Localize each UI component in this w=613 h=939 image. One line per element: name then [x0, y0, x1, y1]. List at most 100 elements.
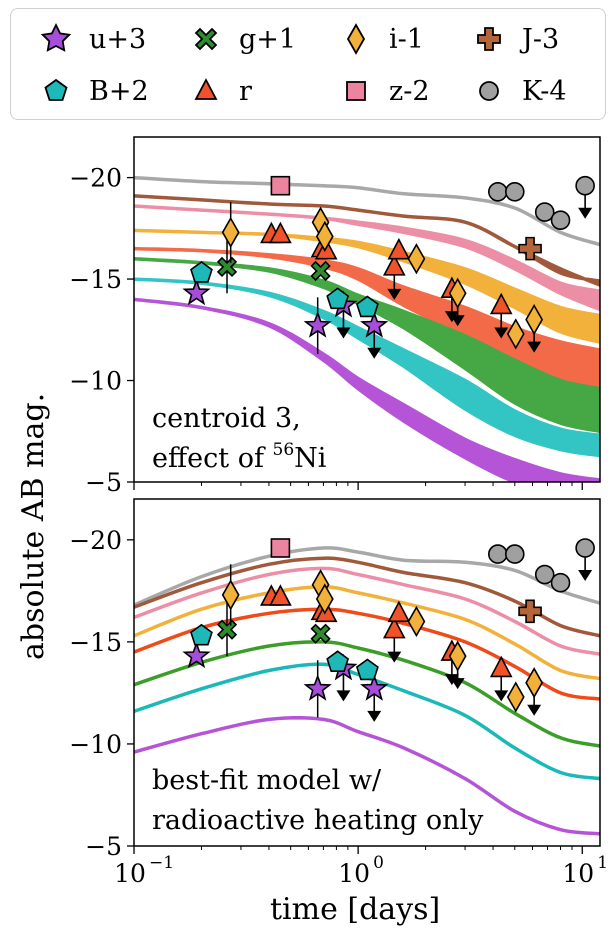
model-curve-B+2 [134, 277, 600, 458]
pentagon-marker [355, 295, 379, 318]
data-point-B+2 [190, 261, 213, 283]
diamond-marker [315, 583, 334, 615]
annotation-line-1: best-fit model w/ [152, 765, 382, 796]
x-marker [310, 260, 331, 282]
model-curve-J-3 [134, 194, 600, 287]
data-point-u+3 [303, 660, 332, 718]
triangle-marker [382, 616, 406, 639]
data-point-i-1 [448, 640, 467, 690]
x-tick-exponent: 0 [373, 853, 384, 873]
data-point-B+2 [326, 650, 350, 673]
star-marker [182, 278, 211, 306]
legend-label: B+2 [89, 75, 149, 107]
star-marker [303, 673, 332, 701]
triangle-marker [489, 655, 513, 678]
legend-entry-r: r [189, 71, 252, 111]
model-curve-K-4 [134, 546, 600, 607]
data-point-z-2 [270, 538, 291, 558]
pentagon-marker [190, 623, 213, 646]
data-point-i-1 [506, 681, 525, 713]
data-point-J-3 [518, 599, 542, 624]
data-point-i-1 [448, 277, 467, 327]
data-point-B+2 [326, 287, 350, 310]
circle-marker [575, 175, 595, 196]
data-point-i-1 [525, 667, 544, 716]
diamond-marker-icon [346, 23, 366, 55]
y-tick-label: −10 [69, 367, 122, 396]
data-point-B+2 [190, 623, 213, 646]
diamond-marker [221, 216, 240, 248]
x-marker [216, 256, 238, 278]
y-tick-label: −15 [69, 628, 122, 657]
legend-label: g+1 [239, 23, 297, 55]
x-tick-label: 10 [562, 859, 594, 888]
circle-marker [488, 544, 508, 564]
model-curve-u+3 [134, 716, 600, 836]
model-curve-J-3 [134, 556, 600, 638]
annotation-line-1: centroid 3, [152, 403, 301, 434]
pentagon-marker [326, 650, 350, 673]
legend-label: K-4 [522, 75, 567, 107]
data-point-B+2 [355, 295, 379, 318]
upper-limit-arrow-head [494, 327, 509, 339]
upper-limit-arrow-head [367, 347, 382, 359]
legend: u+3 g+1 i-1 J-3 B+2 r z-2 K-4 [10, 8, 606, 120]
legend-label: i-1 [389, 23, 424, 55]
diamond-marker [221, 579, 240, 611]
data-point-K-4 [575, 175, 595, 219]
y-tick-label: −5 [85, 832, 122, 861]
data-point-r [382, 616, 406, 663]
triangle-marker [269, 584, 292, 606]
diamond-marker [525, 304, 544, 336]
pentagon-marker [355, 658, 379, 681]
diamond-marker [407, 605, 426, 638]
legend-entry-z: z-2 [339, 71, 430, 111]
data-point-K-4 [534, 202, 555, 222]
triangle-marker [387, 600, 411, 623]
data-point-i-1 [407, 243, 426, 275]
data-point-K-4 [504, 181, 525, 202]
plot-area [134, 538, 600, 836]
data-point-g+1 [310, 260, 331, 282]
y-axis-label: absolute AB mag. [16, 392, 51, 660]
x-marker [310, 623, 331, 644]
model-curve-g+1 [134, 640, 600, 748]
triangle-marker [269, 221, 292, 244]
x-axis-label: time [days] [270, 892, 441, 927]
diamond-marker [525, 667, 544, 699]
data-point-u+3 [182, 641, 211, 669]
data-point-K-4 [575, 538, 595, 581]
star-marker [303, 310, 332, 338]
data-point-u+3 [360, 673, 389, 722]
diamond-marker [448, 277, 467, 309]
legend-entry-i: i-1 [339, 19, 424, 59]
triangle-marker [489, 292, 513, 315]
model-curve-g+1 [134, 257, 600, 434]
upper-limit-arrow-head [527, 341, 542, 353]
x-tick-label: 10 [338, 859, 370, 888]
legend-entry-g: g+1 [189, 19, 296, 59]
data-point-K-4 [534, 564, 555, 585]
plus-marker [518, 236, 542, 261]
axes-frame [133, 498, 601, 847]
annotation-line-2: effect of 56Ni [152, 440, 327, 474]
data-point-i-1 [315, 220, 334, 253]
data-point-r [269, 584, 292, 606]
pentagon-marker [326, 287, 350, 310]
upper-limit-arrow-head [336, 690, 351, 702]
data-point-u+3 [360, 310, 389, 359]
data-point-K-4 [488, 544, 508, 564]
data-point-g+1 [216, 240, 238, 294]
y-tick-label: −10 [69, 730, 122, 759]
model-curve-K-4 [134, 175, 600, 247]
data-point-i-1 [525, 304, 544, 353]
data-point-i-1 [315, 583, 334, 615]
star-marker-icon [40, 22, 72, 52]
data-point-r [387, 600, 411, 623]
square-marker [270, 538, 291, 558]
x-tick-exponent: −1 [149, 853, 174, 873]
diamond-marker [448, 640, 467, 672]
upper-limit-arrow-head [527, 704, 542, 716]
model-curve-B+2 [134, 662, 600, 781]
